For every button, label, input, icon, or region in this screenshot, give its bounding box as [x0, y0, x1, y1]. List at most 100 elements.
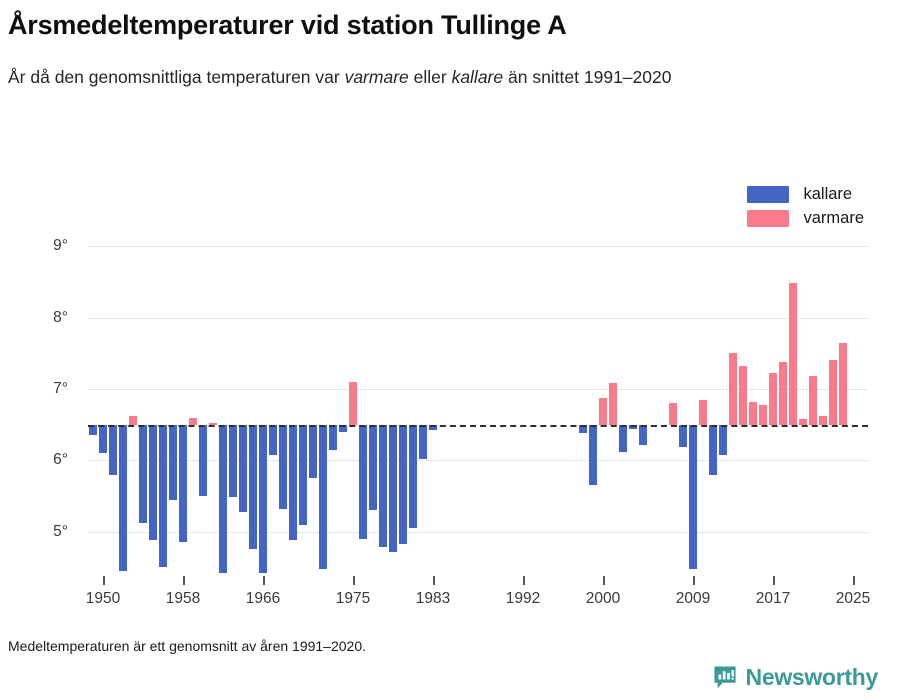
chart-bar[interactable]	[819, 416, 827, 425]
y-gridline	[88, 389, 868, 390]
y-gridline	[88, 460, 868, 461]
x-axis-tick-label: 2009	[675, 590, 711, 607]
x-axis-tick-label: 1975	[335, 590, 371, 607]
x-axis-tick-label: 1992	[505, 590, 541, 607]
chart-bar[interactable]	[409, 424, 417, 529]
chart-bar[interactable]	[259, 424, 267, 573]
chart-bar[interactable]	[369, 424, 377, 511]
chart-bar[interactable]	[219, 424, 227, 573]
x-axis-tick-label: 1966	[245, 590, 281, 607]
subtitle-emphasis-varmare: varmare	[344, 67, 409, 87]
chart-bar[interactable]	[389, 424, 397, 552]
subtitle-text-3: än snittet 1991–2020	[503, 67, 672, 87]
chart-bar[interactable]	[159, 424, 167, 568]
chart-bar[interactable]	[709, 424, 717, 475]
bar-chart-speech-bubble-icon	[713, 666, 736, 689]
chart-bar[interactable]	[89, 424, 97, 436]
chart-bar[interactable]	[129, 416, 137, 425]
x-axis-tick-label: 2017	[755, 590, 791, 607]
chart-bar[interactable]	[749, 401, 757, 425]
x-axis-tick	[853, 576, 855, 585]
chart-bar[interactable]	[329, 424, 337, 450]
legend-item-varmare[interactable]: varmare	[747, 210, 864, 227]
chart-bar[interactable]	[119, 424, 127, 571]
chart-bar[interactable]	[669, 403, 677, 425]
chart-bar[interactable]	[799, 418, 807, 425]
chart-bar[interactable]	[239, 424, 247, 512]
chart-bar[interactable]	[419, 424, 427, 459]
chart-bar[interactable]	[699, 399, 707, 425]
x-axis-tick	[693, 576, 695, 585]
x-axis-tick	[773, 576, 775, 585]
chart-bar[interactable]	[249, 424, 257, 550]
chart-bar[interactable]	[599, 397, 607, 425]
y-gridline	[88, 246, 868, 247]
chart-subtitle: År då den genomsnittliga temperaturen va…	[8, 42, 838, 91]
chart-bar[interactable]	[269, 424, 277, 455]
x-axis-tick-label: 2025	[835, 590, 871, 607]
y-axis-tick-label: 5°	[53, 523, 68, 540]
chart-bar[interactable]	[769, 373, 777, 425]
subtitle-text-2: eller	[408, 67, 452, 87]
chart-bar[interactable]	[199, 424, 207, 496]
legend-label-varmare: varmare	[803, 209, 864, 227]
x-axis-tick	[263, 576, 265, 585]
chart-legend: kallare varmare	[747, 186, 864, 227]
chart-bar[interactable]	[729, 353, 737, 425]
x-axis-tick	[103, 576, 105, 585]
x-axis-tick	[603, 576, 605, 585]
chart-bar[interactable]	[609, 383, 617, 425]
chart-bar[interactable]	[759, 404, 767, 425]
y-gridline	[88, 532, 868, 533]
chart-bar[interactable]	[399, 424, 407, 545]
x-axis-tick	[433, 576, 435, 585]
chart-bar[interactable]	[809, 376, 817, 425]
chart-bar[interactable]	[229, 424, 237, 498]
chart-bar[interactable]	[279, 424, 287, 509]
chart-bar[interactable]	[209, 423, 217, 426]
chart-bar[interactable]	[109, 424, 117, 475]
chart-bar[interactable]	[169, 424, 177, 500]
chart-bar[interactable]	[829, 360, 837, 425]
chart-bar[interactable]	[789, 283, 797, 425]
chart-bar[interactable]	[359, 424, 367, 539]
x-axis-tick-label: 1950	[85, 590, 121, 607]
y-gridline	[88, 318, 868, 319]
chart-bar[interactable]	[179, 424, 187, 543]
page-title: Årsmedeltemperaturer vid station Tulling…	[8, 10, 567, 40]
chart-footnote: Medeltemperaturen är ett genomsnitt av å…	[8, 638, 367, 654]
legend-label-kallare: kallare	[803, 185, 853, 203]
chart-bar[interactable]	[309, 424, 317, 479]
chart-bar[interactable]	[739, 366, 747, 425]
subtitle-emphasis-kallare: kallare	[451, 67, 504, 87]
chart-bar[interactable]	[579, 424, 587, 434]
brand-name: Newsworthy	[745, 663, 879, 690]
chart-bar[interactable]	[689, 424, 697, 569]
chart-bar[interactable]	[189, 417, 197, 425]
legend-swatch-kallare	[747, 186, 790, 203]
chart-bar[interactable]	[429, 424, 437, 431]
average-baseline	[88, 425, 868, 427]
chart-bar[interactable]	[589, 424, 597, 486]
chart-bar[interactable]	[289, 424, 297, 541]
newsworthy-logo[interactable]: Newsworthy	[712, 664, 878, 690]
chart-bar[interactable]	[99, 424, 107, 454]
chart-bar[interactable]	[619, 424, 627, 452]
chart-bar[interactable]	[639, 424, 647, 445]
chart-bar[interactable]	[339, 424, 347, 432]
chart-bar[interactable]	[839, 342, 847, 425]
chart-bar[interactable]	[779, 361, 787, 425]
chart-bar[interactable]	[319, 424, 327, 569]
chart-bar[interactable]	[349, 381, 357, 425]
chart-bar[interactable]	[299, 424, 307, 525]
chart-header: Årsmedeltemperaturer vid station Tulling…	[8, 8, 892, 91]
chart-bar[interactable]	[679, 424, 687, 448]
chart-bar[interactable]	[719, 424, 727, 455]
x-axis-tick-label: 1958	[165, 590, 201, 607]
chart-bar[interactable]	[139, 424, 147, 524]
legend-item-kallare[interactable]: kallare	[747, 186, 864, 203]
chart-bar[interactable]	[149, 424, 157, 541]
chart-bar[interactable]	[379, 424, 387, 548]
